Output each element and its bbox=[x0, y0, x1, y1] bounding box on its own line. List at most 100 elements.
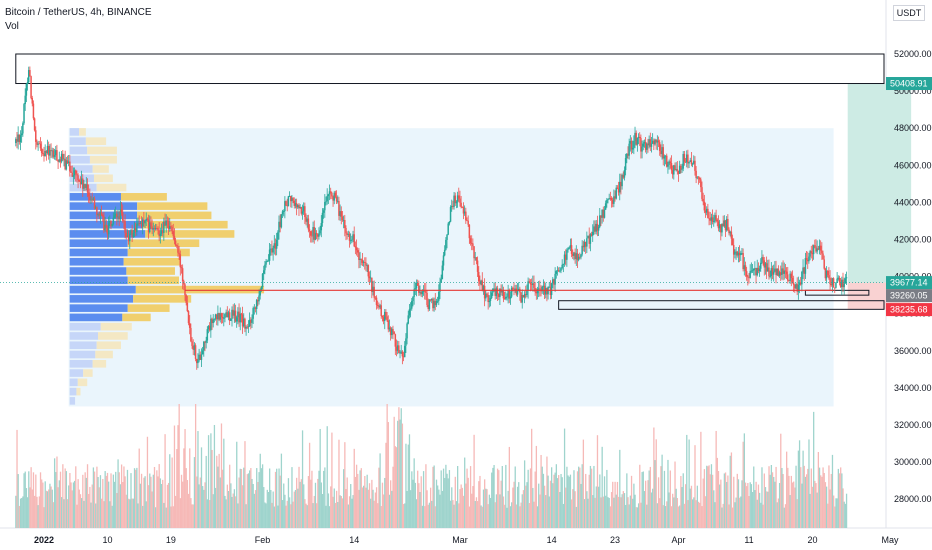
volume-bar bbox=[316, 503, 318, 528]
candle-body bbox=[279, 221, 281, 228]
volume-bar bbox=[288, 497, 291, 528]
currency-selector[interactable]: USDT bbox=[893, 5, 925, 21]
volume-bar bbox=[333, 488, 335, 528]
candle-body bbox=[770, 268, 773, 277]
candle-body bbox=[359, 258, 361, 260]
profile-row-down bbox=[87, 146, 117, 155]
volume-bar bbox=[681, 487, 683, 528]
volume-bar bbox=[240, 469, 243, 528]
rectangle-drawing[interactable] bbox=[804, 289, 870, 296]
volume-bar bbox=[420, 476, 422, 528]
rectangle-drawing[interactable] bbox=[15, 53, 885, 85]
volume-bar bbox=[211, 449, 213, 528]
volume-bar bbox=[140, 473, 143, 528]
candle-body bbox=[366, 265, 368, 266]
drawn-rectangles[interactable] bbox=[15, 53, 885, 310]
volume-bar bbox=[454, 476, 456, 528]
candle-body bbox=[729, 231, 731, 234]
profile-row-down bbox=[137, 202, 208, 210]
volume-bar bbox=[306, 505, 308, 528]
volume-bar bbox=[290, 504, 292, 528]
volume-bar bbox=[339, 495, 341, 528]
volume-bar bbox=[526, 482, 528, 528]
volume-bar bbox=[780, 433, 782, 528]
volume-bar bbox=[639, 464, 641, 528]
volume-bar bbox=[555, 464, 557, 528]
volume-bar bbox=[204, 482, 206, 528]
volume-bar bbox=[112, 474, 115, 528]
volume-bar bbox=[210, 433, 212, 528]
candle-body bbox=[779, 272, 782, 275]
candle-body bbox=[86, 184, 89, 193]
volume-bar bbox=[462, 495, 465, 528]
candle-body bbox=[79, 181, 82, 185]
candle-body bbox=[90, 199, 92, 201]
volume-bar bbox=[715, 430, 717, 528]
volume-bar bbox=[518, 482, 520, 528]
volume-bar bbox=[354, 476, 357, 528]
price-badge-stop bbox=[886, 303, 932, 317]
volume-bar bbox=[432, 466, 434, 528]
profile-row-down bbox=[96, 341, 121, 350]
candle-body bbox=[695, 170, 697, 179]
long-position-tool[interactable] bbox=[847, 83, 912, 310]
volume-bar bbox=[397, 420, 399, 528]
volume-bar bbox=[304, 499, 306, 528]
volume-bar bbox=[472, 486, 474, 528]
candle-body bbox=[106, 227, 109, 235]
rectangle-drawing[interactable] bbox=[558, 300, 885, 310]
candle-body bbox=[67, 161, 70, 164]
volume-bar bbox=[65, 471, 68, 528]
volume-bar bbox=[79, 494, 82, 528]
profile-row-down bbox=[127, 248, 190, 257]
take-profit-zone[interactable] bbox=[847, 83, 912, 283]
candle-body bbox=[113, 215, 116, 218]
volume-bar bbox=[249, 470, 251, 528]
price-badge-text: 39260.05 bbox=[890, 291, 928, 301]
candle-body bbox=[446, 234, 448, 240]
volume-bar bbox=[590, 468, 593, 528]
volume-bar bbox=[355, 464, 358, 528]
profile-row-up bbox=[69, 155, 90, 164]
volume-bar bbox=[442, 468, 445, 528]
volume-bar bbox=[520, 502, 522, 528]
candle-body bbox=[320, 223, 323, 231]
candle-body bbox=[581, 245, 583, 255]
volume-bar bbox=[99, 475, 102, 528]
volume-bar bbox=[508, 446, 510, 528]
volume-bar bbox=[206, 499, 209, 528]
volume-bar bbox=[836, 498, 838, 528]
volume-bar bbox=[400, 408, 402, 528]
volume-bar bbox=[783, 507, 785, 528]
candle-body bbox=[595, 223, 597, 232]
volume-bar bbox=[407, 444, 409, 528]
profile-row-up bbox=[69, 313, 123, 322]
volume-bar bbox=[100, 498, 103, 528]
candle-body bbox=[676, 169, 679, 171]
volume-bar bbox=[528, 502, 530, 528]
volume-bar bbox=[390, 480, 392, 528]
volume-bar bbox=[649, 466, 651, 528]
candle-body bbox=[771, 268, 774, 275]
candle-body bbox=[554, 273, 556, 285]
volume-bar bbox=[815, 483, 817, 528]
volume-bar bbox=[271, 502, 273, 528]
candle-body bbox=[472, 243, 474, 247]
volume-bar bbox=[833, 495, 835, 528]
volume-bar bbox=[253, 493, 256, 528]
volume-bar bbox=[536, 506, 539, 528]
candle-body bbox=[215, 314, 218, 320]
volume-bar bbox=[368, 483, 371, 528]
candle-body bbox=[751, 270, 754, 272]
volume-bar bbox=[29, 487, 31, 528]
volume-bar bbox=[374, 492, 377, 528]
volume-bar bbox=[831, 454, 834, 528]
volume-bar bbox=[660, 466, 662, 528]
candle-body bbox=[118, 216, 120, 220]
candle-body bbox=[529, 282, 532, 285]
volume-bar bbox=[305, 503, 307, 528]
candle-body bbox=[137, 223, 139, 225]
volume-bar bbox=[589, 465, 592, 528]
time-axis[interactable]: 20221019Feb14Mar1423Apr1120May16 bbox=[34, 535, 932, 545]
